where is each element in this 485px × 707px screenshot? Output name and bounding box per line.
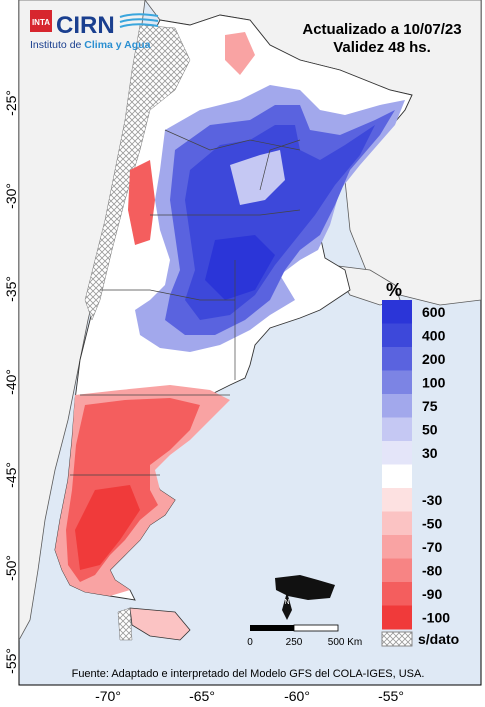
legend-label: 600 xyxy=(422,304,446,320)
anomaly-red-north xyxy=(225,32,255,75)
legend-swatch xyxy=(382,535,412,559)
lat-tick: -35° xyxy=(3,276,19,302)
legend-swatch xyxy=(382,323,412,348)
legend-label: -70 xyxy=(422,539,442,555)
legend-swatch xyxy=(382,441,412,465)
legend-unit: % xyxy=(386,280,402,300)
validity-text: Validez 48 hs. xyxy=(333,39,431,56)
anomaly-red-100 xyxy=(75,485,140,570)
legend-swatch xyxy=(382,370,412,395)
legend-label: 200 xyxy=(422,351,446,367)
inta-logo-box xyxy=(30,10,52,32)
scale-tick: 0 xyxy=(247,637,253,648)
inta-logo-text: INTA xyxy=(32,18,50,27)
anomaly-blue-50-patch xyxy=(230,150,285,205)
legend-swatch xyxy=(382,417,412,442)
latitude-labels: -25° -30° -35° -40° -45° -50° -55° xyxy=(3,90,19,674)
legend-swatch xyxy=(382,582,412,606)
lat-tick: -30° xyxy=(3,183,19,209)
cirn-subtitle: Instituto de Clima y Agua xyxy=(30,39,151,51)
legend-label: -80 xyxy=(422,562,442,578)
scale-segment xyxy=(293,624,339,632)
north-label: N xyxy=(284,599,289,606)
lat-tick: -50° xyxy=(3,555,19,581)
north-arrow: N xyxy=(282,592,292,620)
cirn-logo-text: CIRN xyxy=(56,12,115,39)
legend-swatch xyxy=(382,464,412,489)
source-note: Fuente: Adaptado e interpretado del Mode… xyxy=(72,668,425,680)
tierra-del-fuego xyxy=(129,607,191,641)
legend-swatch xyxy=(382,394,412,418)
legend-swatch xyxy=(382,300,412,324)
malvinas-islands xyxy=(275,575,335,600)
legend-swatch xyxy=(382,511,412,536)
lat-tick: -55° xyxy=(3,648,19,674)
inta-cirn-logo: INTA CIRN Instituto de Clima y Agua xyxy=(30,10,159,51)
legend-nodata-swatch xyxy=(381,631,413,647)
lat-tick: -25° xyxy=(3,90,19,116)
legend-swatch xyxy=(382,605,412,630)
scale-segment xyxy=(250,625,294,631)
legend-label: -100 xyxy=(422,609,450,625)
legend-nodata-label: s/dato xyxy=(418,631,459,647)
anomaly-blue-600 xyxy=(205,235,275,300)
scale-tick: 500 Km xyxy=(328,637,362,648)
legend-label: 30 xyxy=(422,445,438,461)
longitude-labels: -70° -65° -60° -55° xyxy=(95,688,404,704)
legend-label: 400 xyxy=(422,327,446,343)
legend: % 600 400 200 100 75 50 30 -30 -50 -70 -80 -90 -100 s… xyxy=(381,280,459,647)
waves-icon xyxy=(119,13,159,28)
north-arrow-icon xyxy=(282,592,292,620)
lat-tick: -40° xyxy=(3,369,19,395)
map-layers xyxy=(19,0,481,641)
legend-swatch xyxy=(382,558,412,583)
lon-tick: -70° xyxy=(95,688,121,704)
lon-tick: -60° xyxy=(284,688,310,704)
legend-swatch xyxy=(382,488,412,512)
lon-tick: -55° xyxy=(378,688,404,704)
lat-tick: -45° xyxy=(3,462,19,488)
anomaly-red-cuyo xyxy=(128,160,155,245)
scale-tick: 250 xyxy=(286,637,303,648)
lon-tick: -65° xyxy=(189,688,215,704)
updated-date: Actualizado a 10/07/23 xyxy=(302,21,461,38)
province-borders xyxy=(70,129,301,476)
legend-label: -90 xyxy=(422,586,442,602)
legend-label: -30 xyxy=(422,492,442,508)
legend-swatch xyxy=(382,347,412,371)
nodata-area xyxy=(84,24,191,321)
scale-bar: 0 250 500 Km xyxy=(247,624,362,648)
legend-label: -50 xyxy=(422,515,442,531)
nodata-tdf xyxy=(117,607,133,641)
legend-label: 75 xyxy=(422,398,438,414)
legend-label: 50 xyxy=(422,421,438,437)
legend-label: 100 xyxy=(422,374,446,390)
